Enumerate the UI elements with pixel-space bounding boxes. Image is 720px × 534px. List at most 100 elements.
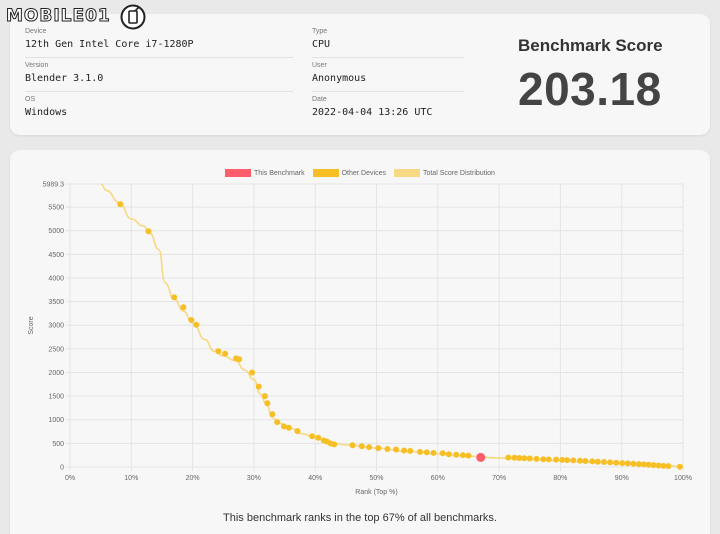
- user-field: User Anonymous: [312, 62, 464, 92]
- other-device-point: [407, 447, 414, 454]
- other-device-point: [594, 458, 601, 465]
- os-field: OS Windows: [25, 96, 293, 125]
- os-label: OS: [25, 96, 36, 103]
- this-benchmark-point: [476, 452, 486, 462]
- x-tick-label: 20%: [186, 475, 200, 482]
- other-device-point: [582, 458, 589, 465]
- other-device-point: [236, 356, 243, 363]
- other-device-point: [655, 462, 662, 469]
- chart-legend: This Benchmark Other Devices Total Score…: [10, 169, 710, 177]
- type-field: Type CPU: [312, 28, 464, 58]
- other-device-point: [423, 449, 430, 456]
- other-device-point: [676, 463, 683, 470]
- y-tick-label: 3000: [48, 323, 64, 330]
- other-device-point: [349, 442, 356, 449]
- other-device-point: [570, 457, 577, 464]
- legend-this-benchmark[interactable]: This Benchmark: [225, 169, 305, 177]
- x-tick-label: 10%: [124, 475, 138, 482]
- version-field: Version Blender 3.1.0: [25, 62, 293, 92]
- y-tick-label: 3500: [48, 299, 64, 306]
- date-field: Date 2022-04-04 13:26 UTC: [312, 96, 464, 125]
- y-tick-label: 4500: [48, 252, 64, 259]
- x-tick-label: 30%: [247, 475, 261, 482]
- x-tick-label: 0%: [65, 475, 75, 482]
- legend-swatch-this: [225, 169, 252, 177]
- rank-caption: This benchmark ranks in the top 67% of a…: [223, 512, 497, 524]
- y-tick-label: 1500: [48, 394, 64, 401]
- legend-label-other: Other Devices: [341, 169, 386, 177]
- type-value: CPU: [312, 39, 464, 58]
- other-device-point: [145, 228, 152, 235]
- y-axis-title: Score: [28, 316, 35, 334]
- legend-label-dist: Total Score Distribution: [422, 169, 495, 177]
- other-device-point: [264, 400, 271, 407]
- y-tick-label: 5989.3: [43, 182, 65, 189]
- other-device-point: [274, 419, 281, 426]
- other-device-point: [393, 446, 400, 453]
- other-device-point: [465, 452, 472, 459]
- other-device-point: [619, 460, 626, 467]
- other-device-point: [665, 463, 672, 470]
- benchmark-info-card: Device 12th Gen Intel Core i7-1280P Vers…: [10, 14, 710, 135]
- other-device-point: [261, 393, 268, 400]
- other-device-point: [171, 294, 178, 301]
- other-device-point: [577, 457, 584, 464]
- other-device-point: [180, 304, 187, 311]
- x-tick-label: 80%: [553, 475, 567, 482]
- version-value: Blender 3.1.0: [25, 73, 293, 92]
- y-tick-label: 0: [60, 465, 64, 472]
- other-device-point: [331, 441, 338, 448]
- other-device-point: [358, 443, 365, 450]
- other-device-point: [188, 317, 195, 324]
- other-device-point: [117, 201, 124, 208]
- other-device-point: [375, 445, 382, 452]
- score-distribution-chart: 0 500 1000 1500 2000 2500 3000 3500 4000 4500 5000…: [28, 182, 692, 497]
- x-tick-label: 60%: [431, 475, 445, 482]
- legend-other-devices[interactable]: Other Devices: [312, 169, 386, 177]
- y-tick-label: 1000: [48, 417, 64, 424]
- legend-label-this: This Benchmark: [254, 169, 305, 177]
- other-device-point: [249, 369, 256, 376]
- other-device-point: [516, 455, 523, 462]
- x-axis-title: Rank (Top %): [355, 489, 397, 496]
- y-tick-label: 4000: [48, 275, 64, 282]
- device-label: Device: [25, 28, 47, 35]
- x-tick-label: 90%: [615, 475, 629, 482]
- other-device-point: [650, 462, 657, 469]
- other-device-point: [439, 450, 446, 457]
- other-device-point: [607, 459, 614, 466]
- version-label: Version: [25, 62, 49, 69]
- device-value: 12th Gen Intel Core i7-1280P: [25, 39, 293, 58]
- other-device-point: [660, 462, 667, 469]
- legend-distribution[interactable]: Total Score Distribution: [393, 169, 495, 177]
- other-device-point: [453, 451, 460, 458]
- other-device-point: [624, 460, 631, 467]
- other-device-point: [511, 454, 518, 461]
- legend-swatch-dist: [393, 169, 420, 177]
- other-device-point: [521, 455, 528, 462]
- mobile01-logo[interactable]: MOBILE01: [6, 4, 146, 32]
- other-device-point: [280, 423, 287, 430]
- other-device-point: [417, 448, 424, 455]
- y-tick-label: 5500: [48, 205, 64, 212]
- date-value: 2022-04-04 13:26 UTC: [312, 107, 433, 118]
- x-tick-label: 50%: [369, 475, 383, 482]
- other-device-point: [445, 451, 452, 458]
- other-device-point: [540, 456, 547, 463]
- other-device-point: [366, 444, 373, 451]
- logo-badge-icon: [120, 4, 146, 30]
- y-tick-label: 2000: [48, 370, 64, 377]
- device-field: Device 12th Gen Intel Core i7-1280P: [25, 28, 293, 58]
- other-device-point: [401, 447, 408, 454]
- other-device-point: [294, 428, 301, 435]
- other-device-point: [193, 321, 200, 328]
- other-device-point: [553, 456, 560, 463]
- other-device-point: [526, 455, 533, 462]
- user-value: Anonymous: [312, 73, 464, 92]
- other-device-point: [559, 456, 566, 463]
- date-label: Date: [312, 96, 327, 103]
- y-tick-label: 2500: [48, 346, 64, 353]
- type-label: Type: [312, 28, 328, 35]
- benchmark-score-value: 203.18: [518, 63, 662, 115]
- other-device-point: [309, 433, 316, 440]
